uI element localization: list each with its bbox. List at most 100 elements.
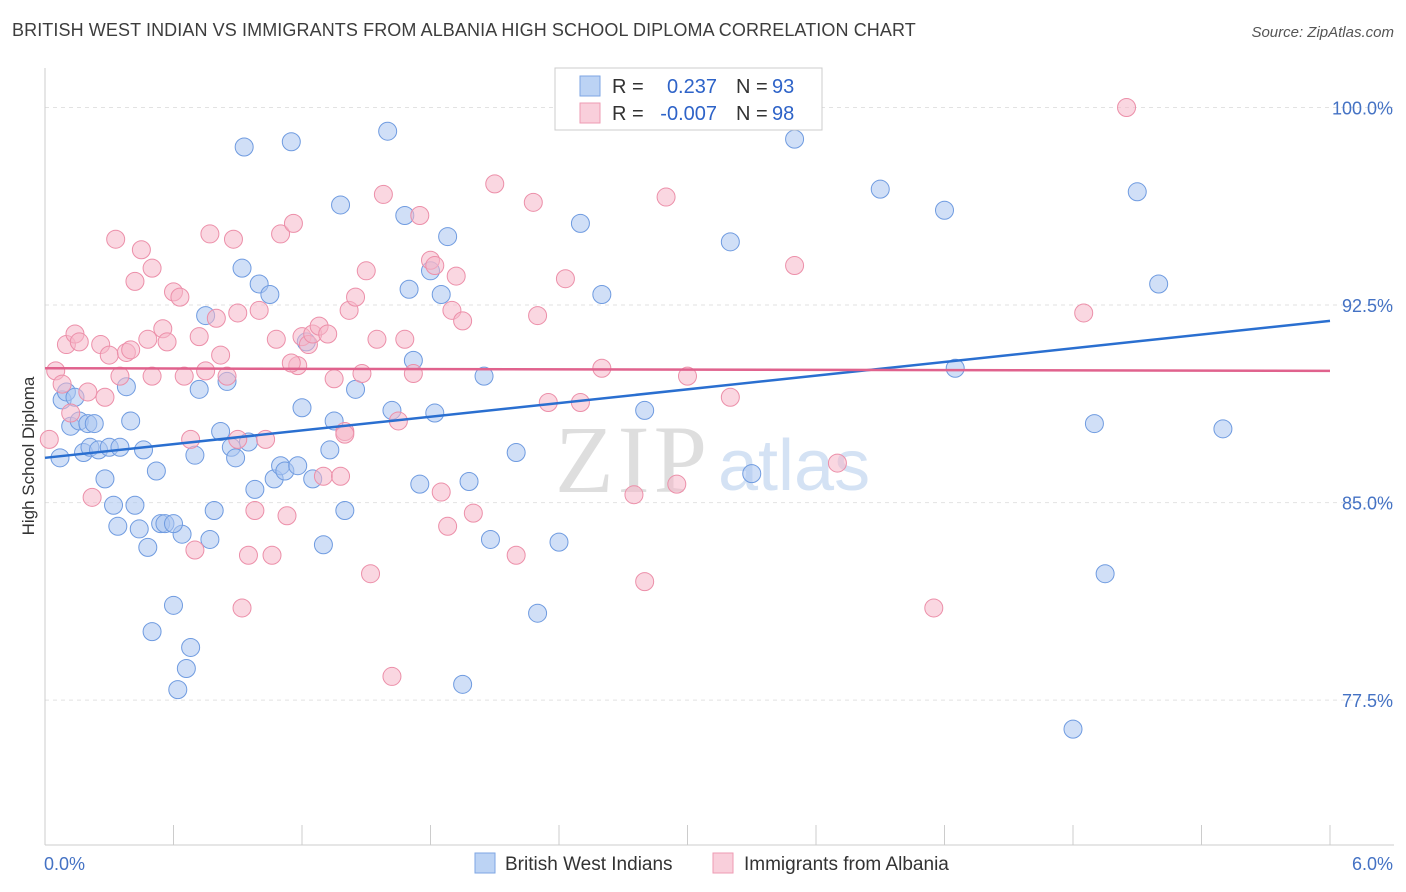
scatter-point (331, 466, 351, 486)
scatter-point (157, 332, 177, 352)
scatter-point (528, 306, 548, 326)
scatter-point (459, 472, 479, 492)
scatter-point (288, 456, 308, 476)
scatter-point (69, 332, 89, 352)
scatter-point (318, 324, 338, 344)
trend-lines (44, 319, 1331, 460)
y-tick-label: 92.5% (1342, 296, 1393, 316)
scatter-point (204, 500, 224, 520)
scatter-point (110, 366, 130, 386)
scatter-point (570, 213, 590, 233)
scatter-point (523, 192, 543, 212)
scatter-point (431, 285, 451, 305)
scatter-point (129, 519, 149, 539)
scatter-point (121, 340, 141, 360)
y-tick-label: 77.5% (1342, 691, 1393, 711)
stats-legend: R = 0.237 N = 93 R = -0.007 N = 98 (554, 67, 823, 131)
scatter-point (506, 443, 526, 463)
scatter-point (110, 437, 130, 457)
scatter-point (313, 466, 333, 486)
scatter-point (106, 229, 126, 249)
y-tick-label: 100.0% (1332, 99, 1393, 119)
scatter-point (453, 311, 473, 331)
x-tick-label: 6.0% (1352, 854, 1393, 874)
scatter-point (176, 659, 196, 679)
stats-legend-n-label-1: N = (736, 76, 768, 98)
scatter-point (382, 666, 402, 686)
scatter-point (95, 469, 115, 489)
scatter-point (121, 411, 141, 431)
scatter-point (635, 400, 655, 420)
series-immigrants-from-albania (39, 98, 1137, 686)
legend-label-british-west-indians: British West Indians (505, 854, 673, 875)
scatter-point (174, 366, 194, 386)
scatter-point (84, 414, 104, 434)
scatter-point (266, 329, 286, 349)
scatter-point (624, 485, 644, 505)
scatter-point (95, 387, 115, 407)
scatter-point (185, 540, 205, 560)
trend-line (44, 367, 1331, 373)
scatter-point (189, 379, 209, 399)
scatter-point (142, 258, 162, 278)
scatter-point (313, 535, 333, 555)
scatter-point (164, 514, 183, 534)
scatter-point (555, 269, 575, 289)
stats-legend-r-label-2: R = (612, 103, 644, 125)
scatter-point (125, 271, 145, 291)
trend-line (44, 319, 1331, 460)
scatter-point (78, 382, 98, 402)
scatter-point (211, 345, 231, 365)
scatter-point (170, 287, 190, 307)
scatter-point (528, 603, 548, 623)
scatter-point (549, 532, 569, 552)
scatter-point (438, 516, 458, 536)
scatter-point (228, 303, 248, 323)
scatter-point (262, 545, 282, 565)
scatter-point (200, 529, 220, 549)
scatter-point (324, 369, 344, 389)
scatter-point (223, 229, 243, 249)
scatter-point (104, 495, 124, 515)
scatter-point (446, 266, 466, 286)
scatter-point (399, 279, 419, 299)
scatter-point (168, 680, 188, 700)
source-label: Source: ZipAtlas.com (1251, 24, 1394, 41)
scatter-point (1149, 274, 1169, 294)
scatter-point (720, 232, 740, 252)
stats-legend-swatch-blue (579, 75, 601, 97)
scatter-point (410, 205, 430, 225)
scatter-point (361, 564, 381, 584)
scatter-point (425, 256, 445, 276)
scatter-point (373, 184, 393, 204)
scatter-point (395, 329, 415, 349)
scatter-point (39, 429, 59, 449)
axes (44, 68, 1394, 846)
scatter-point (367, 329, 387, 349)
scatter-point (245, 479, 265, 499)
scatter-point (131, 240, 151, 260)
scatter-point (935, 200, 954, 220)
scatter-point (281, 353, 301, 373)
chart-title: BRITISH WEST INDIAN VS IMMIGRANTS FROM A… (12, 20, 916, 40)
scatter-point (945, 358, 965, 378)
scatter-point (206, 308, 226, 328)
scatter-point (1127, 182, 1147, 202)
scatter-point (260, 285, 280, 305)
scatter-point (181, 429, 201, 449)
scatter-point (82, 487, 102, 507)
y-tick-labels: 77.5% 85.0% 92.5% 100.0% (1332, 99, 1393, 712)
watermark-atlas: atlas (718, 426, 870, 506)
scatter-point (234, 137, 254, 157)
scatter-point (425, 403, 445, 423)
scatter-point (1213, 419, 1233, 439)
scatter-point (635, 572, 655, 592)
scatter-point (331, 195, 351, 215)
scatter-point (61, 403, 81, 423)
y-tick-label: 85.0% (1342, 494, 1393, 514)
scatter-point (463, 503, 483, 523)
scatter-point (142, 622, 162, 642)
scatter-point (138, 329, 158, 349)
scatter-point (453, 674, 473, 694)
scatter-point (245, 500, 265, 520)
